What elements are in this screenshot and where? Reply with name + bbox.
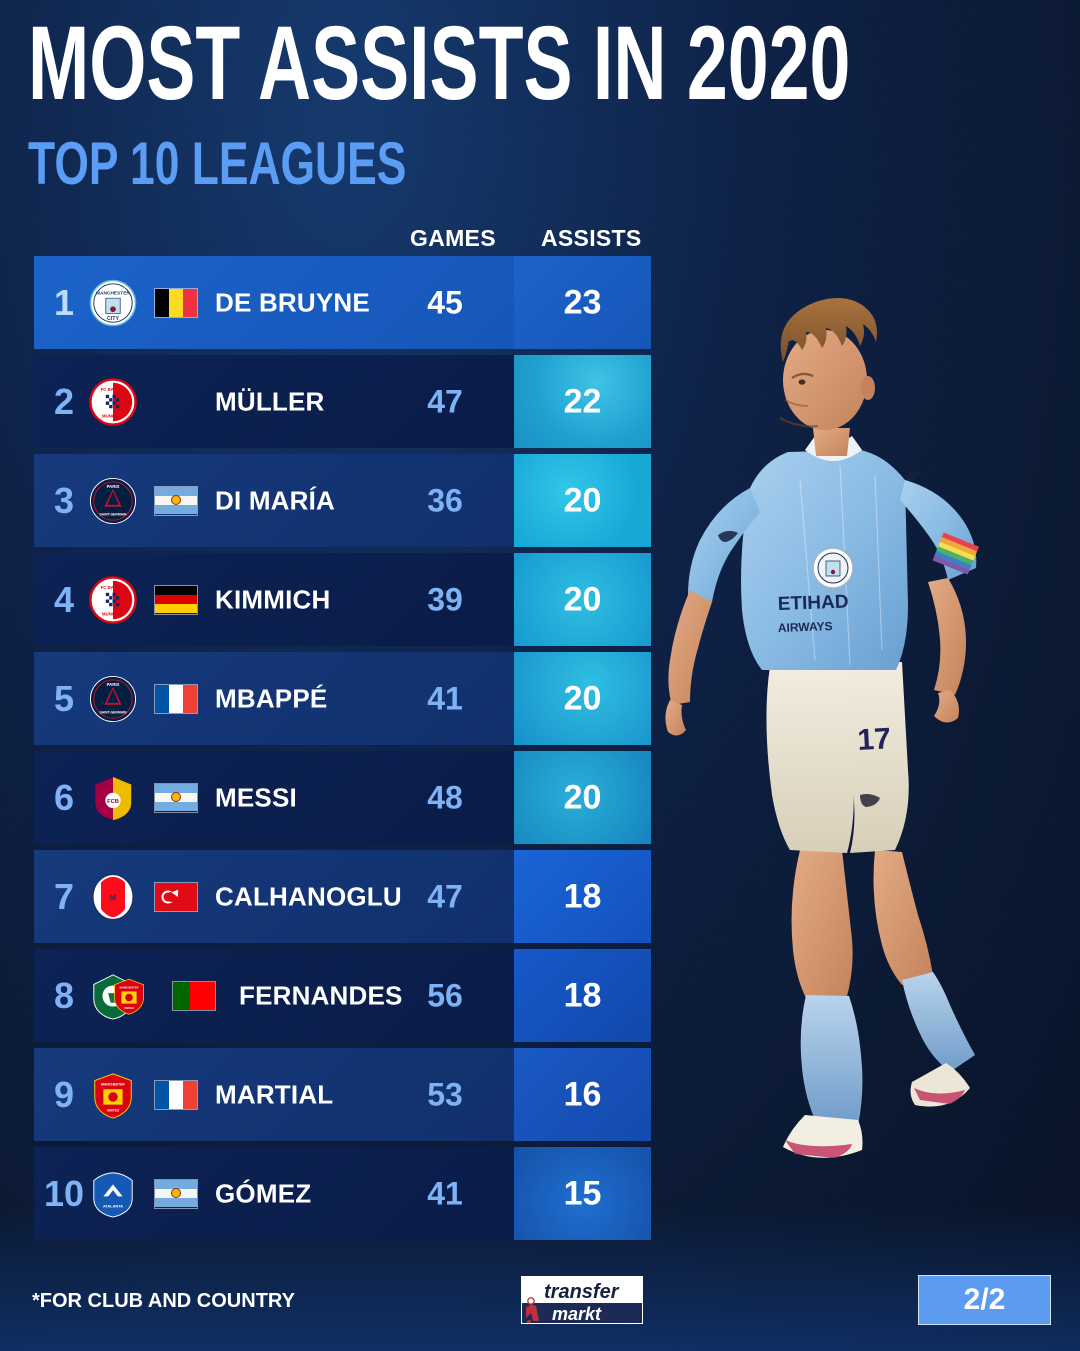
svg-text:MANCHESTER: MANCHESTER bbox=[96, 290, 130, 296]
svg-text:SAINT-GERMAIN: SAINT-GERMAIN bbox=[100, 710, 127, 714]
svg-text:SAINT-GERMAIN: SAINT-GERMAIN bbox=[100, 512, 127, 516]
svg-text:AIRWAYS: AIRWAYS bbox=[778, 619, 833, 635]
svg-text:CITY: CITY bbox=[107, 315, 119, 321]
svg-text:ETIHAD: ETIHAD bbox=[777, 592, 848, 615]
svg-text:ATALANTA: ATALANTA bbox=[103, 1204, 123, 1208]
svg-text:PARIS: PARIS bbox=[107, 682, 120, 687]
svg-text:M: M bbox=[110, 892, 116, 901]
svg-text:FC BAYERN: FC BAYERN bbox=[101, 584, 126, 589]
svg-text:markt: markt bbox=[552, 1304, 602, 1324]
svg-text:FC BAYERN: FC BAYERN bbox=[101, 386, 126, 391]
svg-text:PARIS: PARIS bbox=[107, 484, 120, 489]
svg-text:MANCHESTER: MANCHESTER bbox=[101, 1082, 125, 1086]
svg-text:17: 17 bbox=[857, 722, 892, 757]
svg-text:MUNCHEN: MUNCHEN bbox=[102, 611, 124, 616]
svg-text:MUNCHEN: MUNCHEN bbox=[102, 413, 124, 418]
svg-text:transfer: transfer bbox=[544, 1281, 620, 1303]
svg-text:FCB: FCB bbox=[107, 798, 119, 804]
svg-text:UNITED: UNITED bbox=[107, 1108, 120, 1112]
